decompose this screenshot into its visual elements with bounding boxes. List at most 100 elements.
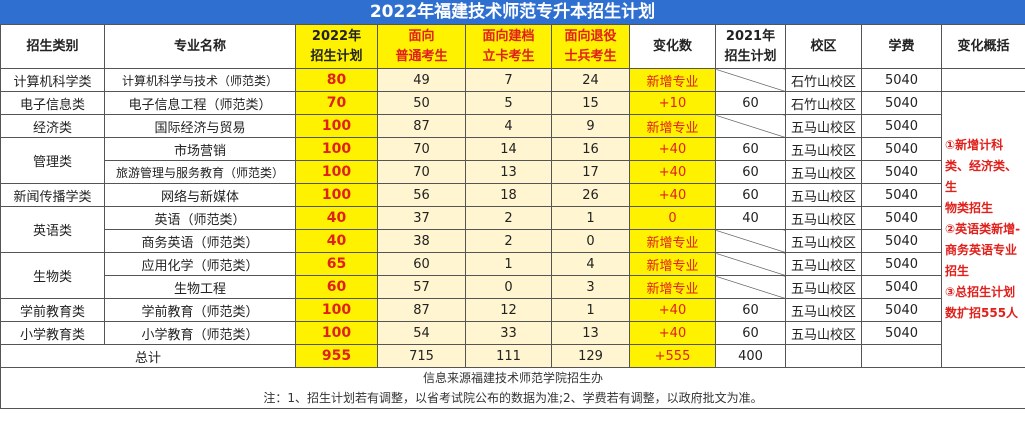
cell-veteran: 17 xyxy=(551,160,630,184)
cell-change: +40 xyxy=(629,321,716,345)
header-veteran: 面向退役 士兵考生 xyxy=(551,24,630,69)
cell-general: 49 xyxy=(377,68,466,92)
cell-major: 电子信息工程（师范类） xyxy=(104,91,296,115)
cell-change: +40 xyxy=(629,298,716,322)
cell-general: 70 xyxy=(377,160,466,184)
summary-line: 招生 xyxy=(945,264,970,278)
header-general-l2: 普通考生 xyxy=(395,48,448,64)
cell-tuition: 5040 xyxy=(861,275,942,299)
cell-change: 新增专业 xyxy=(629,229,716,253)
cell-tuition: 5040 xyxy=(861,68,942,92)
header-category: 招生类别 xyxy=(0,24,105,69)
header-plan2022-l1: 2022年 xyxy=(311,28,362,44)
table-row: 学前教育类 学前教育（师范类） 100 87 12 1 +40 60 五马山校区 5040 xyxy=(0,298,1025,322)
cell-poor: 13 xyxy=(465,160,552,184)
cell-change: 新增专业 xyxy=(629,252,716,276)
summary-line: ①新增计科类、经济类、生 xyxy=(945,138,1018,194)
cell-general: 56 xyxy=(377,183,466,207)
change-summary: ①新增计科类、经济类、生 物类招生 ②英语类新增- 商务英语专业 招生 ③总招生计划 数扩招… xyxy=(941,91,1025,368)
cell-plan2021: 60 xyxy=(715,160,786,184)
cell-category: 学前教育类 xyxy=(0,298,105,322)
table-row: 新闻传播学类 网络与新媒体 100 56 18 26 +40 60 五马山校区 5040 xyxy=(0,183,1025,207)
cell-general: 54 xyxy=(377,321,466,345)
footnote-row: 注：1、招生计划若有调整，以省考试院公布的数据为准;2、学费若有调整，以政府批文… xyxy=(0,386,1025,409)
total-change: +555 xyxy=(629,344,716,368)
source-row: 信息来源福建技术师范学院招生办 xyxy=(0,367,1025,386)
total-poor: 111 xyxy=(465,344,552,368)
cell-major: 计算机科学与技术（师范类） xyxy=(104,68,296,92)
header-plan2021: 2021年 招生计划 xyxy=(715,24,786,69)
table-row: 经济类 国际经济与贸易 100 87 4 9 新增专业 五马山校区 5040 xyxy=(0,114,1025,138)
summary-line: 数扩招555人 xyxy=(945,306,1019,320)
cell-poor: 0 xyxy=(465,275,552,299)
cell-plan2022: 100 xyxy=(295,321,378,345)
cell-tuition: 5040 xyxy=(861,298,942,322)
cell-category: 小学教育类 xyxy=(0,321,105,345)
cell-poor: 1 xyxy=(465,252,552,276)
cell-plan2022: 100 xyxy=(295,298,378,322)
cell-change: +40 xyxy=(629,183,716,207)
cell-campus: 五马山校区 xyxy=(785,252,862,276)
cell-poor: 18 xyxy=(465,183,552,207)
cell-campus: 五马山校区 xyxy=(785,321,862,345)
cell-poor: 33 xyxy=(465,321,552,345)
cell-tuition: 5040 xyxy=(861,114,942,138)
header-general-l1: 面向 xyxy=(408,28,435,44)
table-row: 旅游管理与服务教育（师范类） 100 70 13 17 +40 60 五马山校区 5040 xyxy=(1,160,1025,184)
cell-change: 新增专业 xyxy=(629,114,716,138)
total-plan2021: 400 xyxy=(715,344,786,368)
cell-major: 小学教育（师范类） xyxy=(104,321,296,345)
table-row: 小学教育类 小学教育（师范类） 100 54 33 13 +40 60 五马山校区 5040 xyxy=(0,321,1025,345)
cell-plan2022: 70 xyxy=(295,91,378,115)
cell-campus: 石竹山校区 xyxy=(785,68,862,92)
cell-campus: 五马山校区 xyxy=(785,160,862,184)
cell-poor: 7 xyxy=(465,68,552,92)
footnote: 注：1、招生计划若有调整，以省考试院公布的数据为准;2、学费若有调整，以政府批文… xyxy=(0,386,1025,409)
cell-campus: 五马山校区 xyxy=(785,183,862,207)
total-general: 715 xyxy=(377,344,466,368)
table-row: 管理类 市场营销 100 70 14 16 +40 60 五马山校区 5040 xyxy=(0,137,1025,184)
cell-plan2022: 40 xyxy=(295,229,378,253)
cell-category: 电子信息类 xyxy=(0,91,105,115)
cell-change: +10 xyxy=(629,91,716,115)
cell-campus: 五马山校区 xyxy=(785,206,862,230)
cell-major: 网络与新媒体 xyxy=(104,183,296,207)
table-row: 英语类 英语（师范类） 40 37 2 1 0 40 五马山校区 5040 xyxy=(0,206,1025,253)
cell-tuition: 5040 xyxy=(861,137,942,161)
cell-general: 57 xyxy=(377,275,466,299)
cell-category: 英语类 xyxy=(0,206,105,253)
cell-plan2021: 40 xyxy=(715,206,786,230)
cell-poor: 5 xyxy=(465,91,552,115)
cell-major: 应用化学（师范类） xyxy=(104,252,296,276)
cell-campus: 五马山校区 xyxy=(785,229,862,253)
table-row: 生物工程 60 57 0 3 新增专业 五马山校区 5040 xyxy=(1,275,1025,299)
cell-plan2021: 60 xyxy=(715,298,786,322)
cell-plan2021-empty xyxy=(715,114,786,138)
table-row: 电子信息类 电子信息工程（师范类） 70 50 5 15 +10 60 石竹山校区 5040 ①新增… xyxy=(0,91,1025,368)
cell-veteran: 13 xyxy=(551,321,630,345)
cell-tuition: 5040 xyxy=(861,206,942,230)
cell-plan2022: 100 xyxy=(295,160,378,184)
table-row: 商务英语（师范类） 40 38 2 0 新增专业 五马山校区 5040 xyxy=(1,229,1025,253)
cell-veteran: 4 xyxy=(551,252,630,276)
cell-category: 经济类 xyxy=(0,114,105,138)
cell-veteran: 16 xyxy=(551,137,630,161)
cell-change: +40 xyxy=(629,137,716,161)
table-row: 生物类 应用化学（师范类） 65 60 1 4 新增专业 五马山校区 5040 xyxy=(0,252,1025,299)
header-summary: 变化概括 xyxy=(941,24,1025,69)
cell-plan2022: 100 xyxy=(295,137,378,161)
cell-poor: 4 xyxy=(465,114,552,138)
cell-campus: 五马山校区 xyxy=(785,298,862,322)
cell-change: 0 xyxy=(629,206,716,230)
cell-major: 商务英语（师范类） xyxy=(104,229,296,253)
total-blank-campus xyxy=(785,344,862,368)
cell-plan2021: 60 xyxy=(715,321,786,345)
cell-general: 70 xyxy=(377,137,466,161)
cell-campus: 五马山校区 xyxy=(785,114,862,138)
header-tuition: 学费 xyxy=(861,24,942,69)
cell-plan2022: 80 xyxy=(295,68,378,92)
header-poor: 面向建档 立卡考生 xyxy=(465,24,552,69)
cell-change: +40 xyxy=(629,160,716,184)
cell-plan2022: 40 xyxy=(295,206,378,230)
